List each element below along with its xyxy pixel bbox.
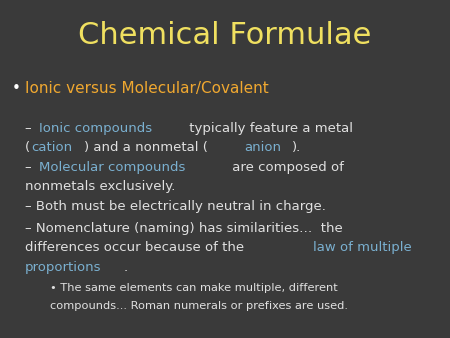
Text: •: • [11, 81, 20, 96]
Text: differences occur because of the: differences occur because of the [25, 241, 248, 254]
Text: cation: cation [32, 141, 72, 153]
Text: (: ( [25, 141, 30, 153]
Text: are composed of: are composed of [228, 161, 343, 174]
Text: typically feature a metal: typically feature a metal [185, 122, 353, 135]
Text: nonmetals exclusively.: nonmetals exclusively. [25, 180, 175, 193]
Text: compounds... Roman numerals or prefixes are used.: compounds... Roman numerals or prefixes … [50, 301, 347, 311]
Text: ).: ). [292, 141, 301, 153]
Text: Ionic compounds: Ionic compounds [39, 122, 152, 135]
Text: anion: anion [244, 141, 281, 153]
Text: ) and a nonmetal (: ) and a nonmetal ( [85, 141, 208, 153]
Text: • The same elements can make multiple, different: • The same elements can make multiple, d… [50, 283, 337, 293]
Text: –: – [25, 122, 36, 135]
Text: proportions: proportions [25, 261, 101, 273]
Text: .: . [123, 261, 128, 273]
Text: –: – [25, 161, 36, 174]
Text: – Nomenclature (naming) has similarities…  the: – Nomenclature (naming) has similarities… [25, 222, 342, 235]
Text: law of multiple: law of multiple [313, 241, 412, 254]
Text: – Both must be electrically neutral in charge.: – Both must be electrically neutral in c… [25, 200, 326, 213]
Text: Molecular compounds: Molecular compounds [39, 161, 185, 174]
Text: Chemical Formulae: Chemical Formulae [78, 21, 372, 50]
Text: Ionic versus Molecular/Covalent: Ionic versus Molecular/Covalent [25, 81, 269, 96]
